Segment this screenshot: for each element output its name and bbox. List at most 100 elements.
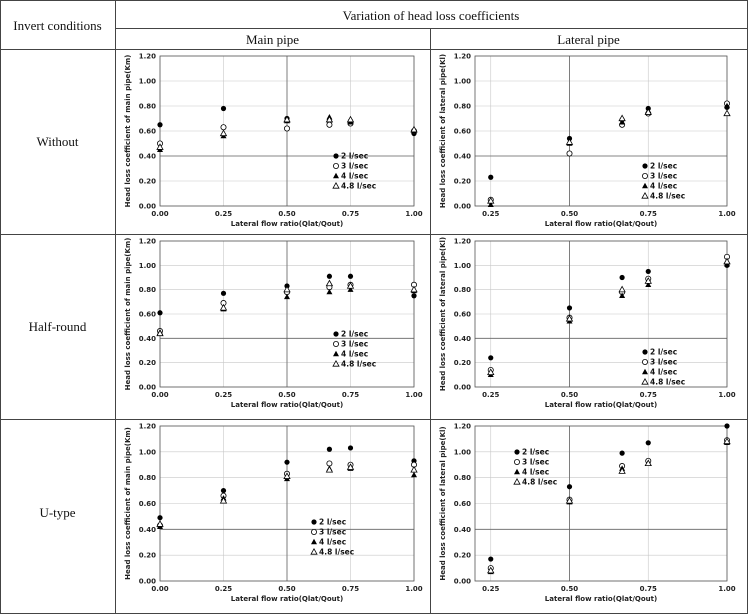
- x-tick-label: 0.25: [482, 585, 499, 593]
- row-label-u-type: U-type: [39, 505, 76, 520]
- y-axis-label: Head loss coefficient of main pipe(Km): [124, 427, 132, 580]
- data-point: [220, 290, 227, 296]
- data-point: [220, 487, 227, 494]
- legend-marker: [641, 173, 648, 180]
- legend-label: 4.8 l/sec: [522, 478, 557, 487]
- data-point: [219, 129, 228, 137]
- x-tick-label: 0.75: [640, 210, 657, 218]
- y-tick-label: 0.40: [454, 526, 471, 534]
- data-point: [724, 102, 730, 109]
- data-point: [283, 285, 291, 293]
- x-tick-label: 0.25: [482, 391, 499, 399]
- data-point: [346, 115, 355, 123]
- legend-label: 3 l/sec: [319, 528, 346, 537]
- data-point: [410, 125, 418, 133]
- x-tick-label: 0.00: [151, 391, 168, 399]
- y-tick-label: 0.40: [139, 526, 156, 534]
- y-axis-label: Head loss coefficient of lateral pipe(Kl…: [439, 426, 447, 580]
- y-tick-label: 1.00: [139, 78, 156, 86]
- data-point: [347, 286, 354, 292]
- legend-marker: [514, 449, 520, 455]
- data-point: [645, 268, 651, 275]
- y-tick-label: 0.20: [139, 552, 156, 560]
- legend-label: 3 l/sec: [650, 172, 677, 181]
- y-tick-label: 1.00: [454, 262, 471, 270]
- y-tick-label: 0.80: [454, 474, 471, 482]
- y-tick-label: 0.20: [454, 359, 471, 367]
- data-point: [619, 450, 625, 456]
- column-divider-1: [115, 0, 116, 614]
- x-tick-label: 0.00: [151, 210, 168, 218]
- plot-frame: [474, 240, 728, 388]
- table-border-top: [0, 0, 748, 1]
- x-tick-label: 1.00: [405, 210, 422, 218]
- x-axis-label: Lateral flow ratio(Qlat/Qout): [231, 220, 343, 228]
- legend-marker: [332, 163, 339, 170]
- data-point: [487, 566, 495, 574]
- row-divider-2: [0, 419, 748, 420]
- legend-marker: [332, 181, 340, 189]
- y-tick-label: 1.20: [454, 423, 471, 431]
- data-point: [346, 281, 355, 289]
- y-tick-label: 0.60: [454, 128, 471, 136]
- x-axis-label: Lateral flow ratio(Qlat/Qout): [231, 595, 343, 603]
- data-point: [565, 496, 574, 504]
- y-tick-label: 0.20: [139, 359, 156, 367]
- data-point: [325, 465, 334, 473]
- data-point: [488, 355, 494, 361]
- y-tick-label: 0.00: [139, 578, 156, 586]
- row-label-half-round: Half-round: [28, 319, 87, 334]
- data-point: [156, 329, 164, 337]
- x-tick-label: 0.50: [278, 585, 295, 593]
- y-tick-label: 1.00: [454, 78, 471, 86]
- y-tick-label: 0.00: [454, 203, 471, 211]
- data-point: [565, 138, 574, 145]
- y-tick-label: 0.20: [454, 552, 471, 560]
- legend-label: 4 l/sec: [319, 538, 346, 547]
- y-tick-label: 0.60: [139, 128, 156, 136]
- data-point: [566, 150, 573, 157]
- invert-conditions-header: Invert conditions: [13, 18, 102, 33]
- legend-marker: [642, 163, 648, 169]
- data-point: [156, 520, 164, 527]
- data-point: [619, 119, 626, 125]
- data-point: [618, 467, 626, 474]
- legend-label: 3 l/sec: [650, 358, 677, 367]
- x-tick-label: 0.50: [278, 210, 295, 218]
- chart-half-lateral: 0.00 0.20 0.40 0.60 0.80 1.00 1.20 0.25 0.50 0.75…: [439, 237, 736, 409]
- variation-header: Variation of head loss coefficients: [342, 8, 520, 23]
- data-point: [488, 174, 494, 180]
- legend-marker: [513, 477, 521, 485]
- y-tick-label: 1.20: [454, 238, 471, 246]
- x-tick-label: 0.00: [151, 585, 168, 593]
- x-axis-label: Lateral flow ratio(Qlat/Qout): [545, 595, 657, 603]
- data-point: [283, 115, 291, 123]
- legend-label: 2 l/sec: [522, 448, 549, 457]
- data-point: [644, 277, 652, 284]
- legend-marker: [642, 349, 648, 355]
- y-tick-label: 0.60: [139, 311, 156, 319]
- x-tick-label: 0.25: [215, 210, 232, 218]
- y-axis-label: Head loss coefficient of lateral pipe(Kl…: [439, 54, 447, 208]
- data-point: [618, 285, 626, 293]
- x-tick-label: 0.75: [342, 391, 359, 399]
- legend-label: 3 l/sec: [341, 340, 368, 349]
- data-point: [724, 423, 730, 429]
- data-point: [283, 125, 290, 132]
- legend-label: 2 l/sec: [341, 330, 368, 339]
- x-tick-label: 0.50: [561, 585, 578, 593]
- x-axis-label: Lateral flow ratio(Qlat/Qout): [545, 401, 657, 409]
- data-point: [219, 303, 228, 311]
- data-point: [618, 114, 626, 122]
- data-point: [566, 305, 573, 311]
- data-point: [723, 257, 731, 265]
- legend-marker: [514, 468, 520, 475]
- legend-label: 4.8 l/sec: [319, 548, 354, 557]
- data-point: [644, 459, 652, 467]
- data-point: [645, 440, 651, 446]
- legend-marker: [642, 182, 648, 189]
- data-point: [325, 279, 334, 287]
- data-point: [157, 122, 163, 128]
- data-point: [326, 121, 333, 128]
- plot-frame: [474, 55, 728, 207]
